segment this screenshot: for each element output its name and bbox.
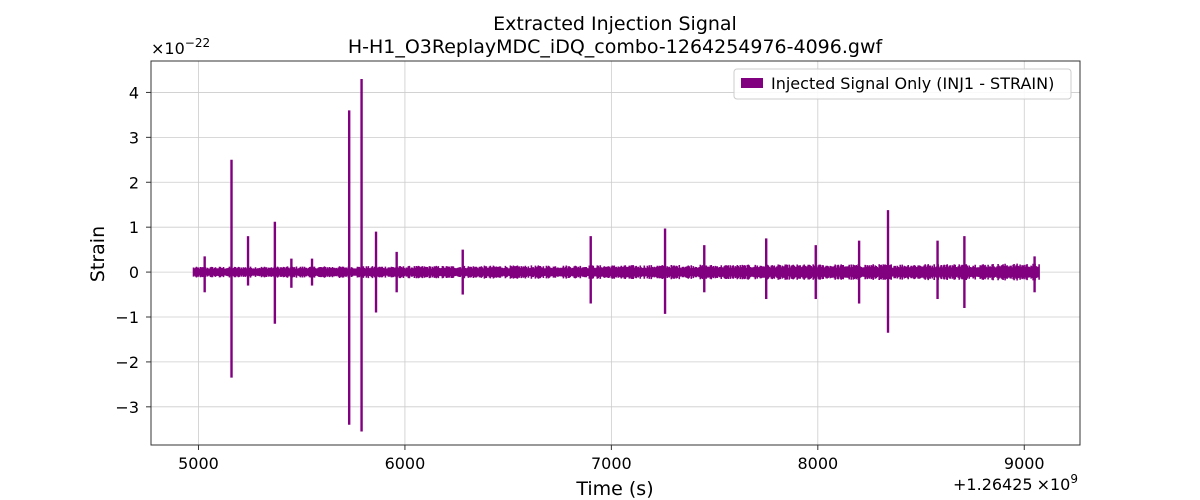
- x-axis-label: Time (s): [575, 478, 653, 500]
- grid-lines: [151, 61, 1080, 445]
- y-tick-label: 1: [129, 218, 139, 237]
- x-tick-label: 9000: [1004, 454, 1045, 473]
- legend: Injected Signal Only (INJ1 - STRAIN): [733, 68, 1072, 100]
- legend-swatch: [741, 78, 763, 88]
- x-offset-exponent: 9: [1070, 472, 1078, 486]
- y-tick-label: 0: [129, 263, 139, 282]
- chart-title: Extracted Injection Signal: [493, 13, 737, 35]
- y-tick-label: −3: [115, 398, 139, 417]
- chart-subtitle: H-H1_O3ReplayMDC_iDQ_combo-1264254976-40…: [348, 36, 884, 58]
- legend-box: [733, 68, 1072, 100]
- x-tick-label: 8000: [797, 454, 838, 473]
- y-scale-exponent: −22: [185, 36, 210, 50]
- y-scale-base: ×10: [151, 39, 185, 58]
- y-tick-label: −2: [115, 353, 139, 372]
- x-tick-label: 6000: [385, 454, 426, 473]
- x-axis-ticks: 5000 6000 7000 8000 9000: [178, 445, 1045, 473]
- y-tick-label: 2: [129, 173, 139, 192]
- plot-frame: [150, 60, 1081, 446]
- x-offset-label: +1.26425 ×109: [953, 472, 1078, 494]
- y-tick-label: 4: [129, 83, 139, 102]
- y-axis-ticks: −3 −2 −1 0 1 2 3 4: [115, 83, 151, 417]
- y-axis-label: Strain: [87, 226, 109, 282]
- legend-label: Injected Signal Only (INJ1 - STRAIN): [771, 74, 1054, 93]
- signal-core-band: [193, 268, 1040, 276]
- y-tick-label: 3: [129, 128, 139, 147]
- x-offset-value: +1.26425: [953, 475, 1033, 494]
- series-group: [192, 78, 1040, 432]
- x-offset-base: ×10: [1037, 475, 1071, 494]
- y-tick-label: −1: [115, 308, 139, 327]
- x-tick-label: 5000: [178, 454, 219, 473]
- x-tick-label: 7000: [591, 454, 632, 473]
- y-scale-multiplier: ×10−22: [151, 36, 210, 58]
